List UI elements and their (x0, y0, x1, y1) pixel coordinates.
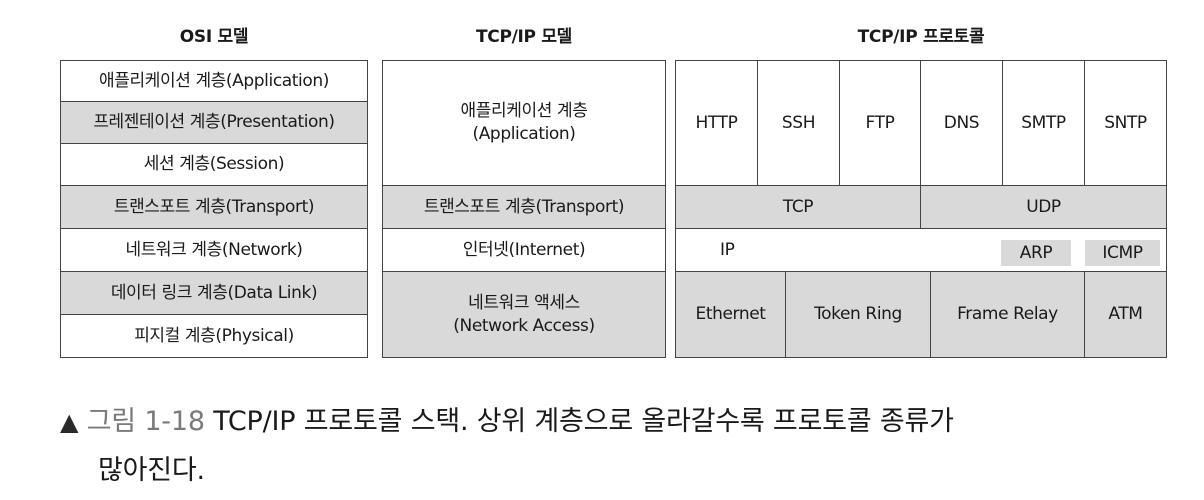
protocol-icmp: ICMP (1085, 240, 1160, 266)
osi-layer-session: 세션 계층(Session) (60, 143, 368, 186)
tcpip-protocol-header: TCP/IP 프로토콜 (857, 27, 985, 47)
protocol-token-ring: Token Ring (785, 271, 931, 358)
protocol-atm: ATM (1084, 271, 1167, 358)
protocol-ethernet: Ethernet (675, 271, 786, 358)
protocol-udp: UDP (920, 185, 1167, 229)
protocol-frame-relay: Frame Relay (930, 271, 1085, 358)
osi-layer-application: 애플리케이션 계층(Application) (60, 60, 368, 102)
tcpip-layer-network-access: 네트워크 액세스 (Network Access) (382, 271, 666, 358)
osi-layer-network: 네트워크 계층(Network) (60, 228, 368, 272)
caption-text-line2: 많아진다. (98, 454, 205, 486)
protocol-http: HTTP (675, 60, 758, 186)
protocol-ssh: SSH (757, 60, 840, 186)
osi-layer-transport: 트랜스포트 계층(Transport) (60, 185, 368, 229)
triangle-icon: ▲ (60, 408, 79, 436)
tcpip-layer-transport: 트랜스포트 계층(Transport) (382, 185, 666, 229)
tcpip-layer-application: 애플리케이션 계층 (Application) (382, 60, 666, 186)
protocol-smtp: SMTP (1002, 60, 1085, 186)
figure-number: 그림 1-18 (86, 406, 205, 437)
tcpip-model-header: TCP/IP 모델 (475, 27, 573, 47)
osi-layer-physical: 피지컬 계층(Physical) (60, 314, 368, 358)
osi-layer-presentation: 프레젠테이션 계층(Presentation) (60, 101, 368, 144)
protocol-sntp: SNTP (1084, 60, 1167, 186)
tcpip-layer-internet: 인터넷(Internet) (382, 228, 666, 272)
protocol-arp: ARP (1001, 240, 1071, 266)
protocol-ftp: FTP (839, 60, 921, 186)
caption-text: TCP/IP 프로토콜 스택. 상위 계층으로 올라갈수록 프로토콜 종류가 (213, 406, 954, 437)
protocol-tcp: TCP (675, 185, 921, 229)
osi-model-header: OSI 모델 (179, 27, 249, 47)
figure-caption: ▲ 그림 1-18 TCP/IP 프로토콜 스택. 상위 계층으로 올라갈수록 … (60, 398, 954, 495)
protocol-dns: DNS (920, 60, 1003, 186)
osi-layer-data-link: 데이터 링크 계층(Data Link) (60, 271, 368, 315)
